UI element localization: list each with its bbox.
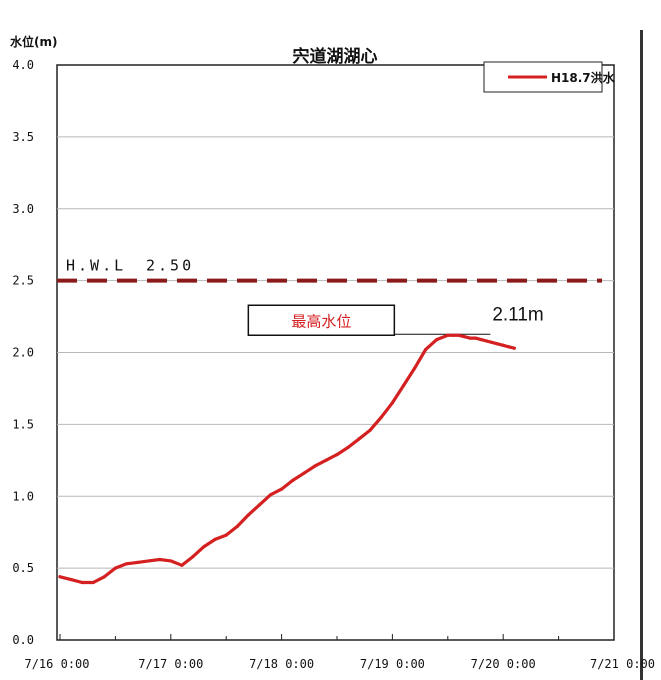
data-point: [302, 471, 306, 475]
data-point: [158, 557, 162, 562]
data-point: [291, 478, 295, 483]
data-point: [102, 575, 106, 579]
x-tick-label: 7/18 0:00: [249, 657, 314, 671]
data-point: [113, 566, 117, 570]
data-point: [446, 333, 450, 337]
x-tick-label: 7/19 0:00: [360, 657, 425, 671]
max-level-box: [247, 304, 396, 336]
data-point: [268, 493, 273, 497]
data-point: [313, 464, 317, 468]
data-point: [80, 580, 84, 585]
data-point: [412, 366, 417, 370]
data-point: [235, 524, 239, 529]
x-tick-label: 7/21 0:00: [590, 657, 655, 671]
data-point: [191, 555, 195, 559]
x-tick-label: 7/17 0:00: [138, 657, 203, 671]
y-tick-label: 2.5: [12, 274, 34, 288]
legend: H18.7洪水: [483, 61, 616, 93]
data-point: [424, 348, 428, 352]
data-point: [379, 415, 383, 419]
y-tick-label: 0.5: [12, 561, 34, 575]
data-point: [257, 503, 262, 507]
data-point: [180, 563, 184, 567]
chart-title: 宍道湖湖心: [293, 46, 378, 67]
max-level-value: 2.11m: [492, 304, 543, 325]
data-point: [462, 335, 467, 339]
data-point: [390, 401, 394, 405]
data-point: [135, 560, 140, 564]
data-point: [335, 452, 339, 457]
data-point: [457, 333, 461, 337]
x-tick-label: 7/16 0:00: [24, 657, 89, 671]
data-point: [451, 333, 455, 337]
y-tick-label: 3.0: [12, 202, 34, 216]
y-tick-label: 4.0: [12, 58, 34, 72]
data-point: [468, 336, 472, 340]
hwl-label: H.W.L: [66, 257, 126, 275]
max-level-label: 最高水位: [291, 312, 351, 330]
data-point: [280, 487, 284, 491]
data-point: [124, 562, 129, 566]
hwl-value: 2.50: [146, 257, 194, 275]
data-point: [224, 533, 228, 537]
data-point: [58, 575, 62, 579]
data-point: [496, 342, 500, 346]
data-point: [91, 580, 95, 585]
data-point: [473, 336, 478, 340]
data-point: [401, 383, 406, 388]
data-point: [484, 339, 489, 343]
y-tick-label: 3.5: [12, 130, 34, 144]
x-tick-label: 7/20 0:00: [471, 657, 536, 671]
data-point: [490, 340, 494, 345]
data-point: [512, 346, 516, 350]
data-point: [69, 578, 73, 582]
data-point: [147, 559, 151, 563]
data-point: [357, 437, 361, 441]
data-point: [169, 559, 173, 563]
y-tick-label: 1.5: [12, 417, 34, 431]
data-point: [368, 428, 372, 432]
legend-entry: H18.7洪水: [551, 70, 616, 85]
page-edge: [640, 30, 643, 680]
data-point: [213, 537, 217, 541]
data-point: [479, 337, 483, 342]
data-point: [507, 345, 511, 349]
y-axis-label: 水位(m): [10, 34, 57, 49]
data-point: [324, 458, 328, 462]
data-point: [435, 337, 439, 342]
data-point: [246, 513, 250, 517]
data-point: [202, 544, 206, 549]
y-tick-label: 1.0: [12, 489, 34, 503]
data-point: [346, 445, 350, 449]
y-tick-label: 2.0: [12, 346, 34, 360]
data-point: [501, 343, 505, 347]
y-tick-label: 0.0: [12, 633, 34, 647]
